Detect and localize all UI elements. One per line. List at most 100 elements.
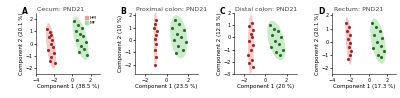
Point [152,23,158,25]
Point [370,47,376,49]
Point [153,56,159,58]
Point [278,37,284,38]
Point [247,49,254,51]
Point [374,41,380,42]
Point [348,50,354,52]
Point [381,50,387,52]
Y-axis label: Component 2 (10 %): Component 2 (10 %) [118,15,123,72]
Point [73,30,79,32]
Point [246,63,253,64]
Text: C: C [220,7,225,16]
Point [346,26,352,28]
Title: Distal colon: PND21: Distal colon: PND21 [235,7,297,12]
Point [277,54,284,55]
Point [50,47,56,48]
Point [250,29,256,31]
Ellipse shape [370,19,386,64]
Point [182,42,189,43]
Point [346,46,352,48]
Point [371,34,377,36]
X-axis label: Component 1 (23.5 %): Component 1 (23.5 %) [136,84,198,89]
Point [49,39,56,41]
Title: Rectum: PND21: Rectum: PND21 [334,7,383,12]
Point [374,54,381,56]
X-axis label: Component 1 (38.5 %): Component 1 (38.5 %) [37,84,99,89]
Point [154,30,160,32]
Point [46,37,52,38]
Point [248,37,255,38]
Point [248,22,255,23]
Point [379,37,386,39]
Point [275,30,281,32]
Ellipse shape [46,23,56,69]
Point [80,35,86,37]
Point [151,27,157,28]
Point [78,27,85,28]
Point [272,40,278,42]
Point [84,54,90,55]
Point [273,51,279,53]
Y-axis label: Component 2 (20.1 %): Component 2 (20.1 %) [316,12,320,75]
Point [71,21,78,22]
Point [44,28,50,30]
Text: D: D [318,7,325,16]
Y-axis label: Component 2 (12.8 %): Component 2 (12.8 %) [217,12,222,75]
Point [280,49,287,51]
Point [344,38,351,40]
Point [247,33,254,34]
Point [75,24,81,26]
Point [153,43,159,44]
Ellipse shape [345,17,352,65]
Ellipse shape [154,10,157,68]
Text: A: A [22,7,28,16]
Point [174,33,180,34]
Point [152,38,158,39]
Point [377,45,384,46]
Point [81,48,88,49]
Point [266,24,273,26]
Point [248,59,255,60]
Point [51,53,58,54]
Ellipse shape [267,21,286,60]
Point [173,53,179,54]
Point [376,30,383,32]
Point [343,22,349,24]
Point [48,56,55,58]
Point [152,64,158,65]
Point [245,54,252,55]
Point [373,26,379,28]
Point [172,19,178,21]
Title: Cecum: PND21: Cecum: PND21 [37,7,84,12]
Point [344,58,351,59]
Point [175,45,182,47]
Point [48,34,55,36]
Point [76,51,82,53]
Point [153,34,159,36]
Ellipse shape [72,17,88,60]
Y-axis label: Component 2 (20.1 %): Component 2 (20.1 %) [19,12,24,75]
Text: B: B [121,7,126,16]
Point [74,39,80,41]
Point [52,63,58,64]
Point [45,49,51,51]
Point [176,23,182,25]
Point [344,30,350,32]
Point [178,37,185,38]
X-axis label: Component 1 (20 %): Component 1 (20 %) [237,84,294,89]
Point [268,47,274,48]
Point [46,32,53,33]
Point [346,34,353,36]
Point [179,49,186,51]
Ellipse shape [170,15,187,58]
Point [369,22,376,24]
Ellipse shape [248,15,254,74]
Point [276,43,282,44]
Point [46,60,53,62]
Legend: HM, MF: HM, MF [84,15,98,26]
Point [169,27,175,28]
Point [250,44,256,46]
Point [171,39,177,41]
Point [346,54,353,56]
Point [152,49,158,51]
Point [78,45,84,47]
